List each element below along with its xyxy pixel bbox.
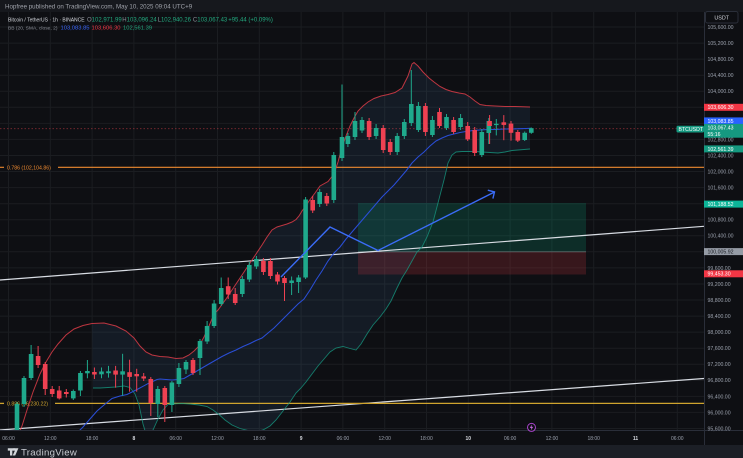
svg-text:104,000.00: 104,000.00 [708, 89, 734, 95]
svg-text:102,561.39: 102,561.39 [708, 147, 734, 153]
svg-text:06:00: 06:00 [337, 436, 350, 442]
svg-text:99,453.30: 99,453.30 [708, 272, 731, 278]
svg-text:0.786 (102,104.86): 0.786 (102,104.86) [7, 165, 51, 171]
svg-text:103,083.85: 103,083.85 [708, 119, 734, 125]
svg-text:BTCUSDT: BTCUSDT [679, 127, 704, 133]
svg-text:18:00: 18:00 [86, 436, 99, 442]
svg-text:97,600.00: 97,600.00 [708, 346, 731, 352]
svg-text:BB (20, SMA, close, 2): BB (20, SMA, close, 2) [8, 26, 58, 32]
svg-text:10: 10 [466, 436, 472, 442]
svg-text:96,000.00: 96,000.00 [708, 410, 731, 416]
svg-text:101,600.00: 101,600.00 [708, 186, 734, 192]
svg-text:98,400.00: 98,400.00 [708, 314, 731, 320]
svg-text:12:00: 12:00 [211, 436, 224, 442]
svg-text:99,600.00: 99,600.00 [708, 266, 731, 272]
svg-text:06:00: 06:00 [2, 436, 15, 442]
svg-text:06:00: 06:00 [504, 436, 517, 442]
svg-text:96,800.00: 96,800.00 [708, 378, 731, 384]
svg-text:96,400.00: 96,400.00 [708, 394, 731, 400]
svg-text:USDT: USDT [714, 16, 729, 22]
svg-text:Bitcoin / TetherUS · 1h · BINA: Bitcoin / TetherUS · 1h · BINANCE [8, 17, 85, 23]
svg-text:95,600.00: 95,600.00 [708, 426, 731, 432]
svg-text:97,200.00: 97,200.00 [708, 362, 731, 368]
svg-text:103,067.43: 103,067.43 [708, 125, 734, 131]
svg-text:12:00: 12:00 [44, 436, 57, 442]
svg-text:Hopfree published on TradingVi: Hopfree published on TradingView.com, Ma… [5, 3, 193, 10]
svg-text:104,800.00: 104,800.00 [708, 57, 734, 63]
svg-text:102,800.00: 102,800.00 [708, 137, 734, 143]
svg-text:105,200.00: 105,200.00 [708, 41, 734, 47]
svg-text:102,000.00: 102,000.00 [708, 169, 734, 175]
svg-text:102,400.00: 102,400.00 [708, 153, 734, 159]
svg-text:103,606.30: 103,606.30 [708, 105, 734, 111]
svg-text:8: 8 [133, 436, 136, 442]
svg-text:12:00: 12:00 [378, 436, 391, 442]
svg-text:99,200.00: 99,200.00 [708, 282, 731, 288]
svg-text:18:00: 18:00 [420, 436, 433, 442]
svg-text:9: 9 [300, 436, 303, 442]
svg-text:TradingView: TradingView [21, 447, 77, 458]
svg-text:0.886 (96,230.22): 0.886 (96,230.22) [7, 401, 48, 407]
svg-text:98,800.00: 98,800.00 [708, 298, 731, 304]
svg-text:100,005.92: 100,005.92 [708, 250, 734, 256]
svg-text:06:00: 06:00 [671, 436, 684, 442]
svg-text:98,000.00: 98,000.00 [708, 330, 731, 336]
svg-text:18:00: 18:00 [253, 436, 266, 442]
svg-text:104,400.00: 104,400.00 [708, 73, 734, 79]
svg-text:100,800.00: 100,800.00 [708, 218, 734, 224]
svg-text:55:16: 55:16 [708, 132, 721, 138]
svg-text:105,600.00: 105,600.00 [708, 25, 734, 31]
svg-text:100,400.00: 100,400.00 [708, 234, 734, 240]
svg-text:101,188.52: 101,188.52 [708, 202, 734, 208]
svg-text:12:00: 12:00 [546, 436, 559, 442]
svg-text:11: 11 [633, 436, 639, 442]
svg-text:18:00: 18:00 [587, 436, 600, 442]
svg-text:06:00: 06:00 [169, 436, 182, 442]
svg-text:O102,971.99H103,096.24L102,940: O102,971.99H103,096.24L102,940.26 C103,06… [87, 17, 273, 23]
